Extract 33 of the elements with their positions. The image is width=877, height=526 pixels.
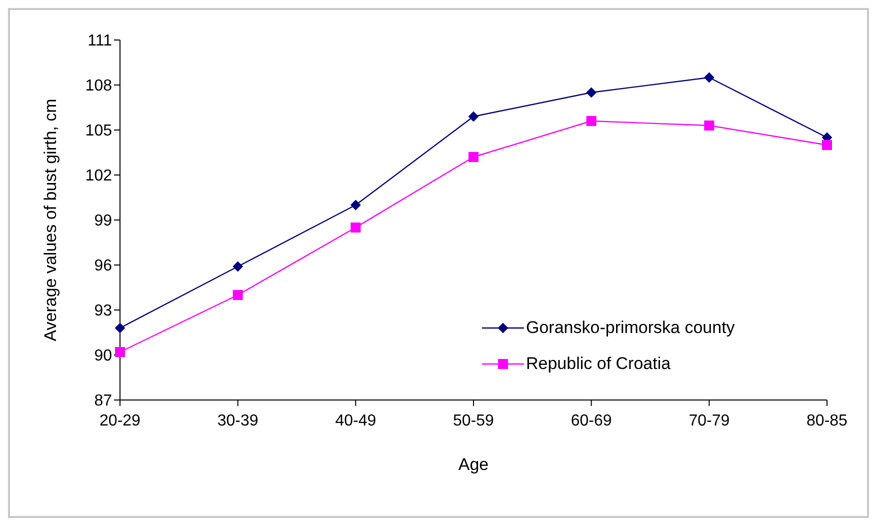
x-tick-label: 50-59 <box>453 412 494 430</box>
point <box>232 262 243 272</box>
point <box>586 116 596 126</box>
point <box>115 323 125 333</box>
y-tick-label: 90 <box>94 348 112 365</box>
x-tick-label: 30-39 <box>217 412 258 430</box>
y-tick-label: 102 <box>85 168 112 185</box>
point <box>704 120 714 130</box>
point <box>586 88 596 98</box>
point <box>822 140 832 150</box>
y-tick-label: 96 <box>94 258 112 275</box>
point <box>232 290 243 300</box>
y-tick-label: 99 <box>94 212 112 230</box>
point <box>468 152 478 162</box>
x-axis-title: Age <box>458 455 489 474</box>
point <box>468 112 478 122</box>
point <box>115 347 125 357</box>
point <box>350 200 361 210</box>
x-tick-label: 70-79 <box>688 412 730 430</box>
y-tick-label: 105 <box>85 122 112 140</box>
y-tick-label: 93 <box>94 302 112 320</box>
point <box>704 72 714 82</box>
x-tick-label: 40-49 <box>335 412 376 430</box>
x-tick-label: 60-69 <box>570 412 612 430</box>
legend-label: Republic of Croatia <box>526 354 671 374</box>
x-tick-label: 20-29 <box>100 412 141 430</box>
legend-label: Goransko-primorska county <box>526 318 735 338</box>
x-tick-label: 80-85 <box>806 412 848 430</box>
y-tick-label: 108 <box>85 78 112 95</box>
point <box>350 222 361 232</box>
y-tick-label: 111 <box>88 32 112 50</box>
y-tick-label: 87 <box>94 392 112 410</box>
y-axis-title: Average values of bust girth, cm <box>41 98 60 342</box>
